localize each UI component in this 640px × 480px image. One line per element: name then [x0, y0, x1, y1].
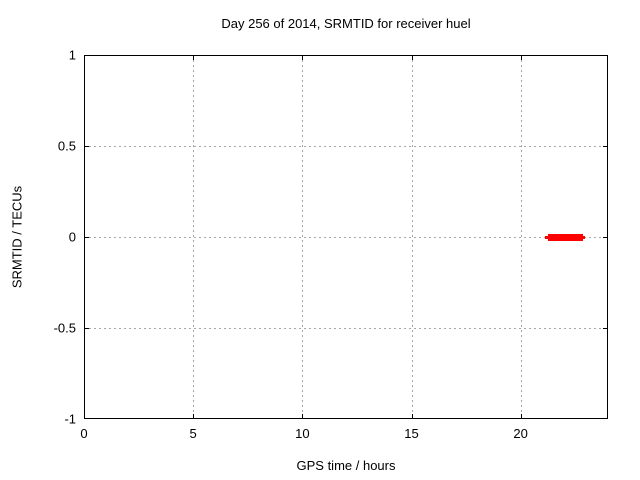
- y-tick-mark-right: [603, 237, 608, 238]
- x-tick-mark-bottom: [193, 414, 194, 419]
- y-tick-label: -1: [64, 411, 76, 427]
- y-axis-label: SRMTID / TECUs: [9, 185, 25, 289]
- y-tick-mark-left: [84, 237, 89, 238]
- x-tick-mark-bottom: [521, 414, 522, 419]
- x-tick-mark-top: [302, 55, 303, 60]
- grid-line-y: [84, 146, 608, 147]
- grid-line-y: [84, 328, 608, 329]
- y-tick-label: 0: [68, 229, 76, 245]
- y-tick-mark-right: [603, 146, 608, 147]
- x-tick-label: 10: [295, 426, 310, 441]
- y-tick-mark-right: [603, 328, 608, 329]
- x-tick-mark-bottom: [302, 414, 303, 419]
- x-tick-label: 15: [404, 426, 419, 441]
- x-tick-label: 0: [80, 426, 88, 441]
- data-segment-thick: [547, 233, 584, 241]
- x-axis-label: GPS time / hours: [296, 458, 396, 473]
- y-tick-mark-left: [84, 146, 89, 147]
- grid-line-y: [84, 237, 608, 238]
- plot-area: [84, 55, 608, 419]
- y-tick-label: -0.5: [53, 320, 76, 336]
- x-tick-mark-top: [521, 55, 522, 60]
- x-tick-mark-top: [193, 55, 194, 60]
- chart-title: Day 256 of 2014, SRMTID for receiver hue…: [221, 16, 471, 31]
- x-tick-label: 5: [189, 426, 197, 441]
- y-tick-label: 1: [68, 47, 76, 63]
- y-tick-mark-left: [84, 328, 89, 329]
- x-tick-label: 20: [513, 426, 528, 441]
- y-tick-label: 0.5: [57, 138, 76, 154]
- x-tick-mark-top: [412, 55, 413, 60]
- x-tick-mark-bottom: [412, 414, 413, 419]
